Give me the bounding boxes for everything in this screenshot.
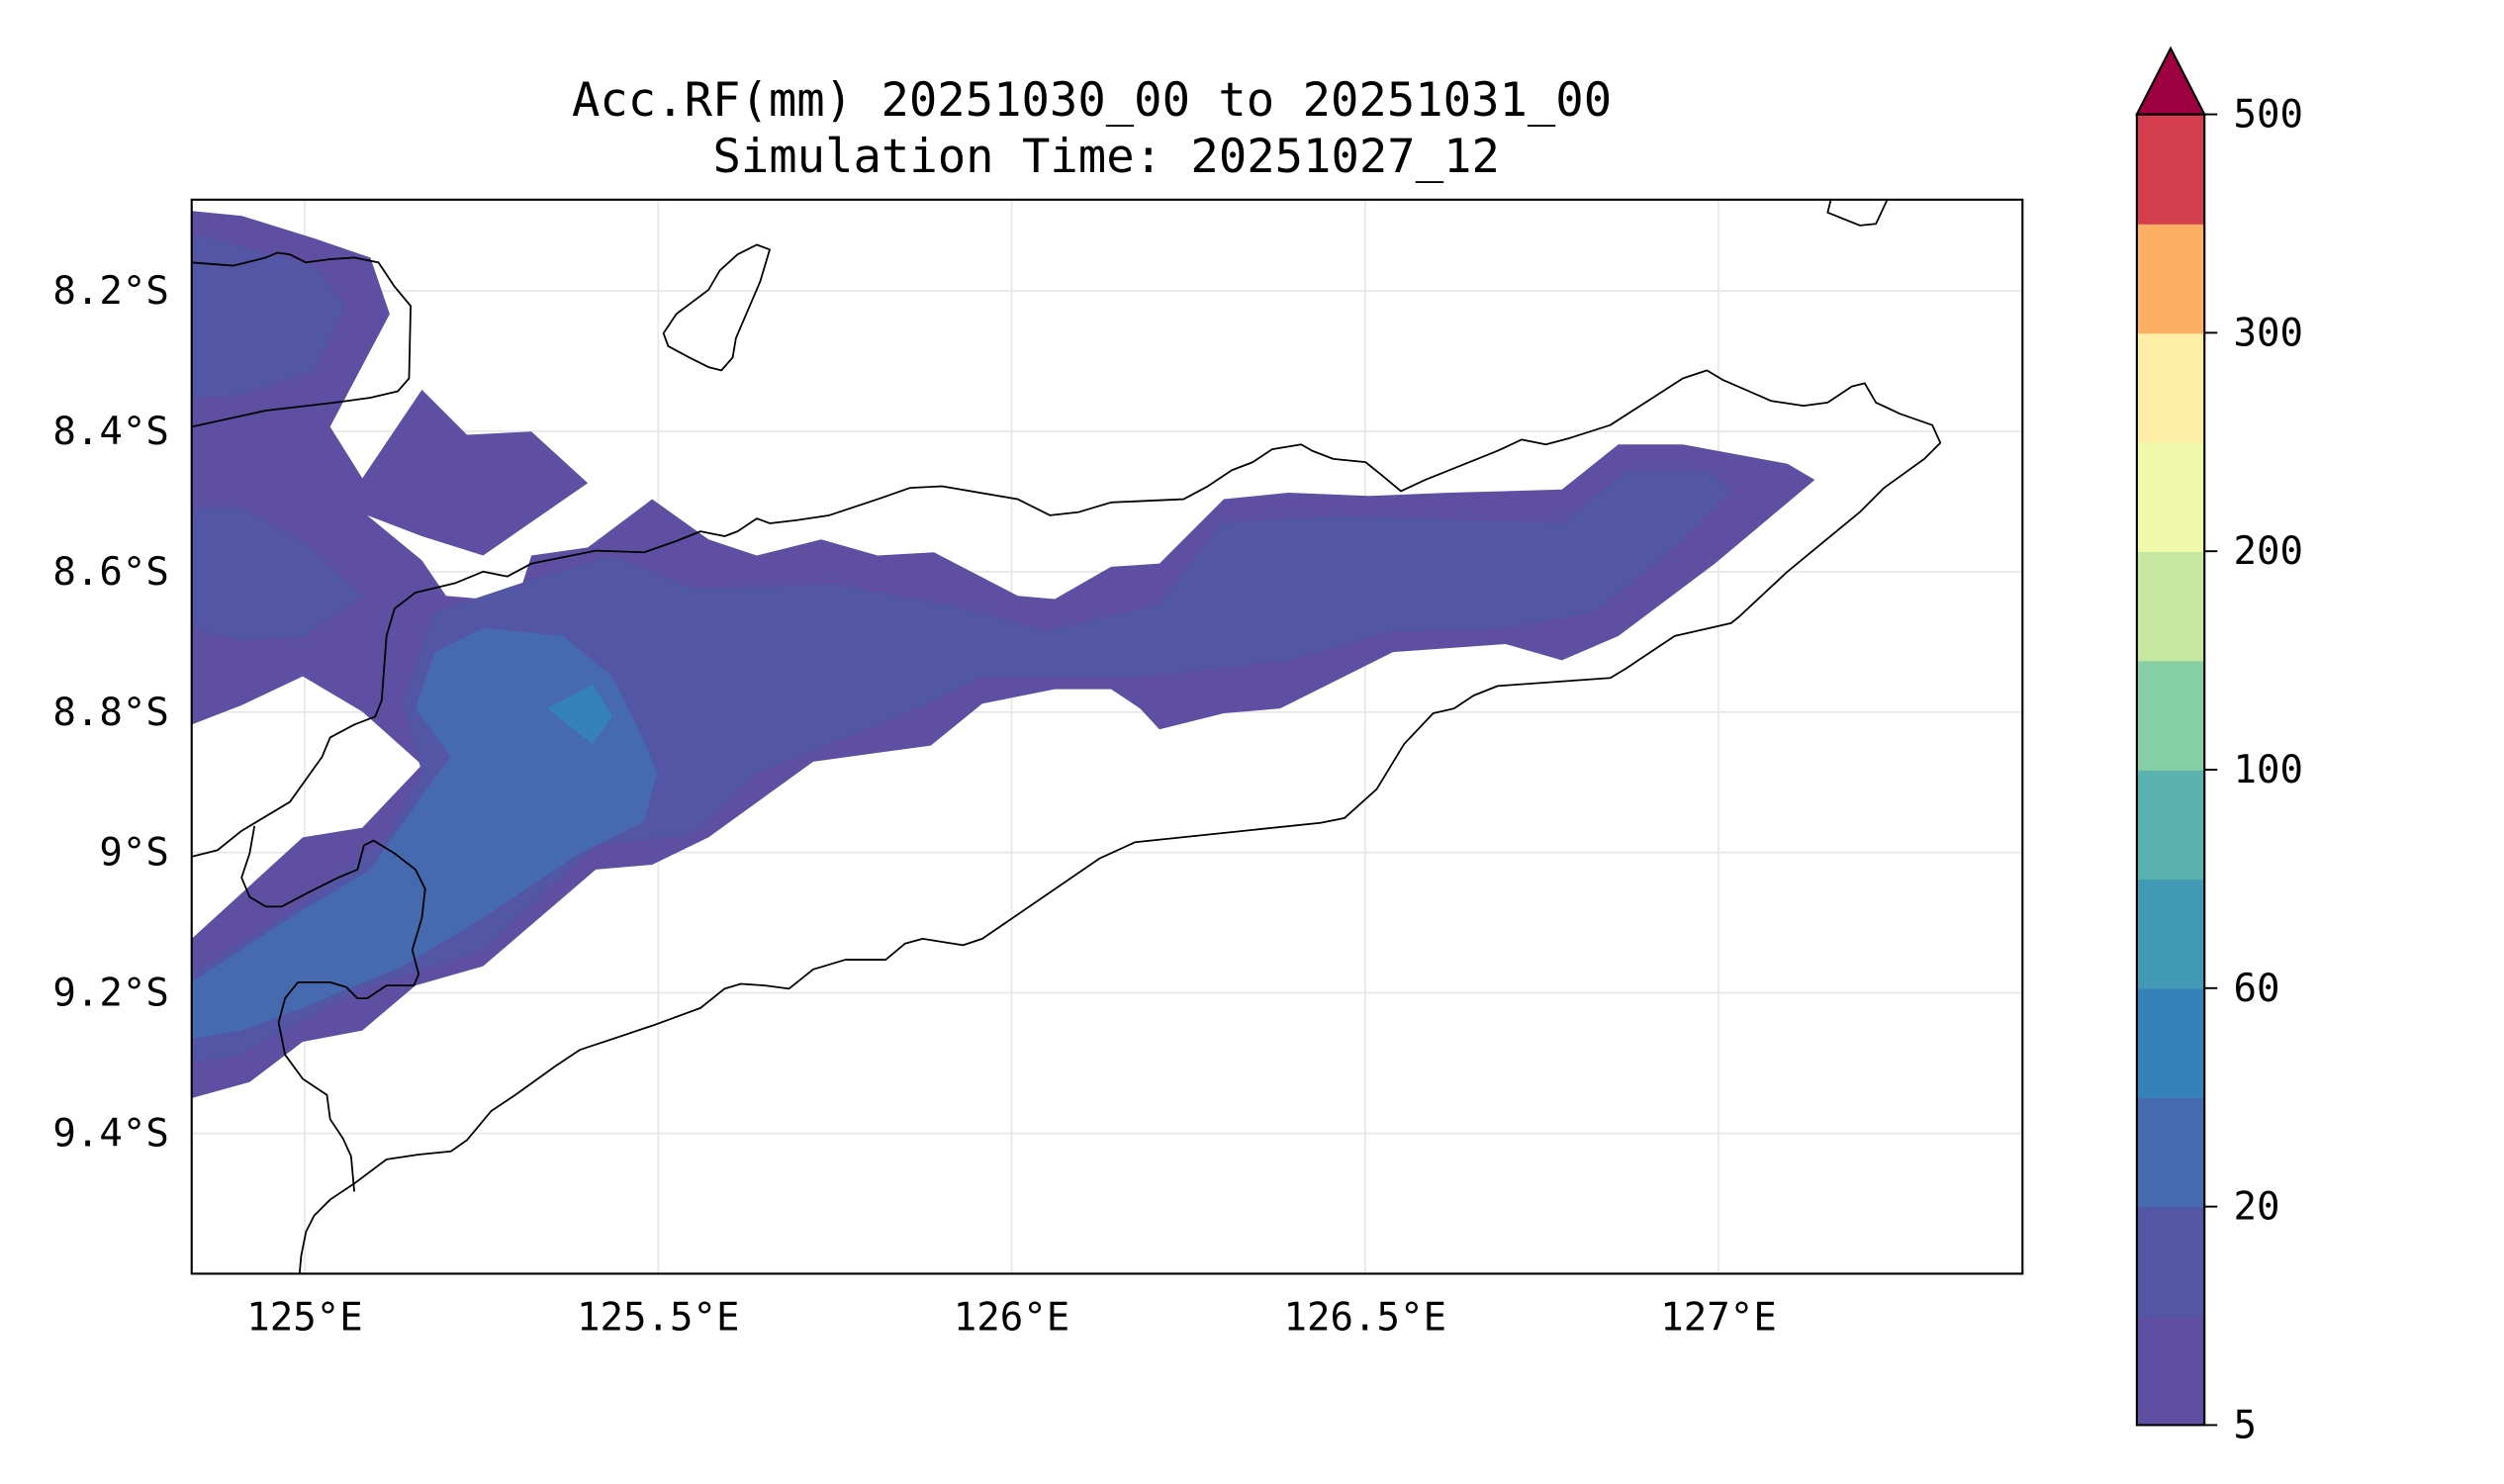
colorbar-tick-label: 60	[2234, 967, 2280, 1011]
colorbar-band	[2136, 332, 2205, 443]
colorbar-band	[2136, 769, 2205, 881]
coastline-island-ne	[1826, 199, 1889, 227]
colorbar-band	[2136, 223, 2205, 334]
colorbar-frame	[2135, 113, 2206, 1427]
axes-frame	[190, 198, 2024, 1275]
y-tick-label: 9°S	[99, 831, 169, 876]
y-tick-label: 9.4°S	[52, 1112, 169, 1157]
colorbar-band	[2136, 1097, 2205, 1208]
colorbar-tick-label: 300	[2234, 311, 2304, 355]
colorbar: 5 20 60 100 200 300 500	[2135, 46, 2304, 1447]
colorbar-tick-label: 20	[2234, 1185, 2280, 1230]
y-tick-label: 8.2°S	[52, 269, 169, 314]
colorbar-band	[2136, 1316, 2205, 1427]
colorbar-band	[2136, 660, 2205, 771]
y-tick-label: 9.2°S	[52, 972, 169, 1016]
y-tick-label: 8.4°S	[52, 410, 169, 454]
colorbar-tick-label: 500	[2234, 93, 2304, 138]
colorbar-band	[2136, 551, 2205, 662]
chart-title: Acc.RF(mm) 20251030_00 to 20251031_00	[572, 73, 1612, 128]
coastline-timor	[191, 369, 1942, 1274]
x-tick-label: 125.5°E	[577, 1295, 740, 1340]
rain-region-20-40	[191, 627, 658, 1039]
y-axis-ticks: 8.2°S 8.4°S 8.6°S 8.8°S 9°S 9.2°S 9.4°S	[52, 269, 169, 1156]
chart-subtitle: Simulation Time: 20251027_12	[712, 130, 1499, 184]
border-line	[240, 825, 426, 1192]
colorbar-tick-label: 200	[2234, 529, 2304, 574]
colorbar-extend-arrow	[2135, 46, 2206, 116]
colorbar-tick-label: 5	[2234, 1403, 2258, 1447]
y-tick-label: 8.8°S	[52, 691, 169, 735]
colorbar-band	[2136, 1206, 2205, 1317]
colorbar-band	[2136, 879, 2205, 989]
coastline-north	[191, 251, 412, 428]
x-axis-ticks: 125°E 125.5°E 126°E 126.5°E 127°E	[246, 1295, 1777, 1340]
colorbar-band	[2136, 441, 2205, 552]
rain-region-40-60	[547, 684, 612, 744]
colorbar-tick-label: 100	[2234, 748, 2304, 792]
x-tick-label: 126.5°E	[1284, 1295, 1447, 1340]
colorbar-band	[2136, 987, 2205, 1099]
colorbar-band	[2136, 114, 2205, 225]
y-tick-label: 8.6°S	[52, 550, 169, 595]
coastline-island	[662, 243, 771, 372]
x-tick-label: 125°E	[246, 1295, 363, 1340]
x-tick-label: 126°E	[954, 1295, 1070, 1340]
map-axes: 125°E 125.5°E 126°E 126.5°E 127°E 8.2°S 8.4°S…	[52, 198, 2024, 1340]
x-tick-label: 127°E	[1660, 1295, 1777, 1340]
